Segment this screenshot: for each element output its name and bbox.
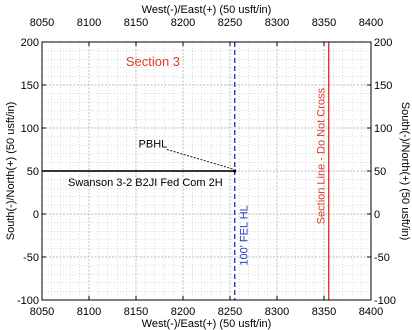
x-axis-title-top: West(-)/East(+) (50 usft/in) bbox=[142, 4, 272, 16]
x-tick-label: 8100 bbox=[77, 17, 101, 29]
y-axis-title-left: South(-)/North(+) (50 usft/in) bbox=[5, 102, 17, 240]
y-tick-label: -50 bbox=[374, 252, 390, 264]
x-tick-label: 8100 bbox=[77, 306, 101, 318]
y-tick-label: 0 bbox=[374, 209, 380, 221]
y-tick-label: 200 bbox=[374, 37, 392, 49]
x-tick-label: 8350 bbox=[312, 306, 336, 318]
x-tick-label: 8150 bbox=[124, 306, 148, 318]
x-tick-labels-bottom: 8050 8100 8150 8200 8250 8300 8350 8400 bbox=[30, 296, 383, 318]
x-tick-label: 8250 bbox=[218, 306, 242, 318]
y-tick-label: 200 bbox=[21, 37, 39, 49]
section-3-label: Section 3 bbox=[126, 54, 180, 69]
y-tick-label: -100 bbox=[374, 295, 396, 307]
well-name-label: Swanson 3-2 B2JI Fed Com 2H bbox=[68, 177, 223, 189]
y-tick-label: -100 bbox=[17, 295, 39, 307]
y-axis-title-right: South(-)/North(+) (50 usft/in) bbox=[399, 102, 411, 240]
y-tick-labels-right: -100 -50 0 50 100 150 200 bbox=[367, 37, 396, 307]
y-tick-label: 150 bbox=[21, 80, 39, 92]
y-tick-label: 150 bbox=[374, 80, 392, 92]
section-line-label: Section Line - Do Not Cross bbox=[316, 87, 328, 224]
y-tick-label: 100 bbox=[374, 123, 392, 135]
series-layer: Swanson 3-2 B2JI Fed Com 2H bbox=[42, 170, 235, 189]
x-axis-title-bottom: West(-)/East(+) (50 usft/in) bbox=[142, 318, 272, 330]
x-tick-label: 8400 bbox=[359, 17, 383, 29]
pbhl-point bbox=[233, 169, 237, 173]
x-tick-label: 8050 bbox=[30, 17, 54, 29]
annotation-layer: Section 3 PBHL bbox=[126, 54, 237, 173]
y-tick-label: 100 bbox=[21, 123, 39, 135]
y-tick-label: 0 bbox=[33, 209, 39, 221]
x-tick-label: 8400 bbox=[359, 306, 383, 318]
plot-frame bbox=[41, 41, 372, 301]
x-tick-label: 8350 bbox=[312, 17, 336, 29]
x-tick-label: 8250 bbox=[218, 17, 242, 29]
x-tick-label: 8050 bbox=[30, 306, 54, 318]
y-tick-label: -50 bbox=[23, 252, 39, 264]
x-tick-label: 8200 bbox=[171, 17, 195, 29]
y-tick-labels-left: -100 -50 0 50 100 150 200 bbox=[17, 37, 46, 307]
x-tick-label: 8150 bbox=[124, 17, 148, 29]
fel-hardline-label: 100' FEL HL bbox=[239, 205, 251, 265]
pbhl-leader-line bbox=[166, 149, 233, 170]
x-tick-label: 8300 bbox=[265, 306, 289, 318]
x-tick-label: 8300 bbox=[265, 17, 289, 29]
x-tick-label: 8200 bbox=[171, 306, 195, 318]
y-tick-label: 50 bbox=[27, 166, 39, 178]
x-tick-labels-top: 8050 8100 8150 8200 8250 8300 8350 8400 bbox=[30, 17, 383, 46]
y-tick-label: 50 bbox=[374, 166, 386, 178]
pbhl-label: PBHL bbox=[139, 138, 168, 150]
